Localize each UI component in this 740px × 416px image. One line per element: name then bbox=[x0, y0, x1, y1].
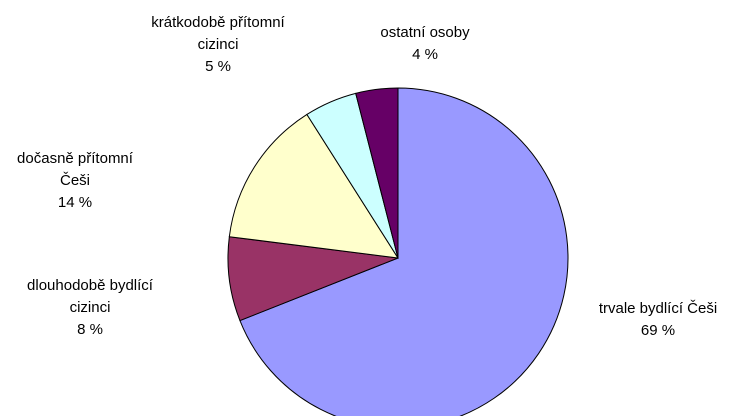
value-label: 5 % bbox=[205, 58, 231, 75]
slice-label: krátkodobě přítomní cizinci 5 % bbox=[133, 12, 303, 78]
pie-slice bbox=[355, 87, 399, 259]
pie-slice bbox=[239, 87, 569, 416]
slice-label: dočasně přítomní Češi 14 % bbox=[10, 148, 140, 214]
value-label: 4 % bbox=[412, 46, 438, 63]
value-label: 69 % bbox=[640, 322, 676, 339]
value-label: 8 % bbox=[77, 321, 103, 338]
value-label: 14 % bbox=[57, 194, 93, 211]
category-label: ostatní osoby bbox=[380, 24, 470, 41]
category-label: dlouhodobě bydlící cizinci bbox=[27, 277, 153, 316]
category-label: trvale bydlící Češi bbox=[598, 300, 718, 317]
slice-label: dlouhodobě bydlící cizinci 8 % bbox=[10, 275, 170, 341]
category-label: krátkodobě přítomní cizinci bbox=[151, 14, 285, 53]
pie-slice bbox=[228, 113, 399, 259]
slice-label: trvale bydlící Češi 69 % bbox=[568, 298, 740, 342]
category-label: dočasně přítomní Češi bbox=[17, 150, 133, 189]
slice-label: ostatní osoby 4 % bbox=[350, 22, 500, 66]
